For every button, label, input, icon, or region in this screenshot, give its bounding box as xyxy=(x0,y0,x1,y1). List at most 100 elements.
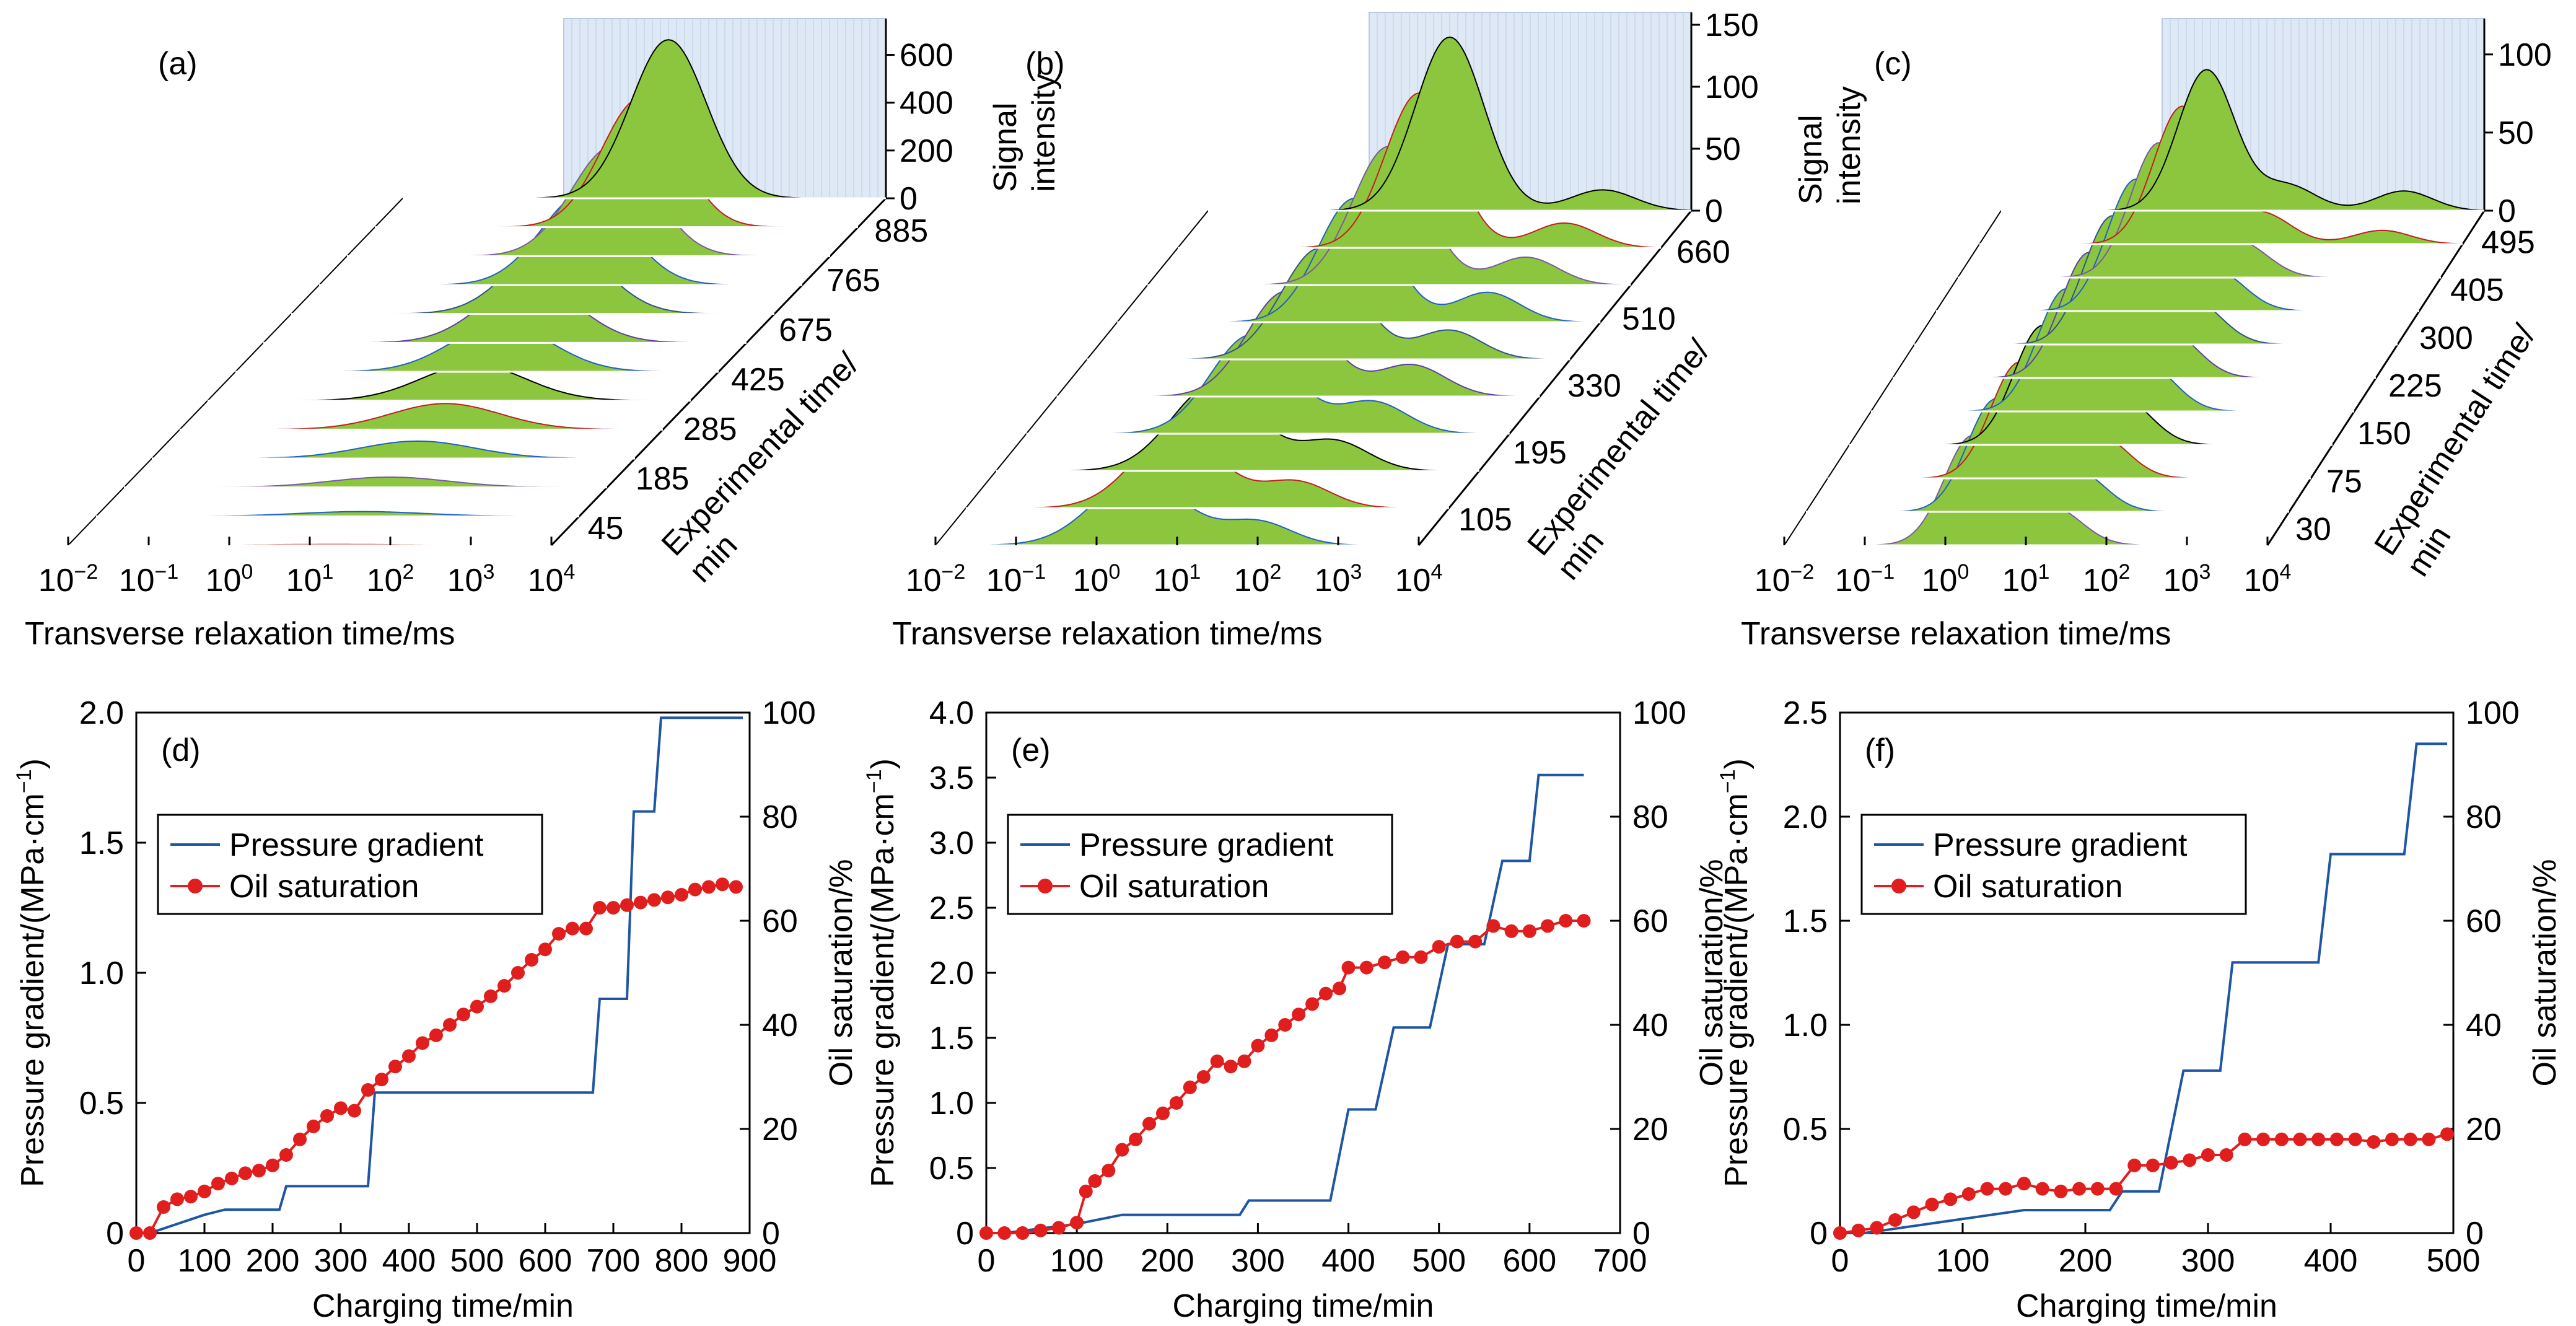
oil-saturation-point xyxy=(2127,1158,2142,1172)
oil-saturation-point xyxy=(1319,986,1333,1001)
oil-saturation-point xyxy=(402,1049,416,1063)
z-axis-label-line: Signal xyxy=(988,102,1023,192)
legend-oil-label: Oil saturation xyxy=(229,869,419,905)
x-tick-label: 800 xyxy=(655,1243,709,1279)
y-tick-label: 1.5 xyxy=(79,825,124,861)
x-tick-label: 101 xyxy=(286,560,334,599)
panel-label: (b) xyxy=(1025,46,1065,82)
y-tick-label: 1.0 xyxy=(79,955,124,991)
x-tick-label: 500 xyxy=(450,1243,504,1279)
oil-saturation-point xyxy=(688,882,702,897)
z-tick-label: 0 xyxy=(900,181,918,217)
oil-saturation-point xyxy=(1522,924,1536,938)
oil-saturation-point xyxy=(211,1177,225,1191)
oil-saturation-point xyxy=(1925,1197,1939,1211)
y-tick-label: 0 xyxy=(956,1216,974,1252)
spectrum-area xyxy=(208,364,691,401)
oil-saturation-point xyxy=(1378,955,1392,970)
y-tick-label: 185 xyxy=(636,461,690,497)
oil-saturation-point xyxy=(1504,924,1518,938)
y-tick-label: 2.5 xyxy=(929,890,974,926)
z-tick-label: 200 xyxy=(900,133,953,169)
y2-tick-label: 60 xyxy=(762,903,798,939)
oil-saturation-point xyxy=(320,1109,334,1123)
x-tick-label: 400 xyxy=(382,1243,436,1279)
y-tick-label: 885 xyxy=(874,213,928,249)
x-axis-label: Charging time/min xyxy=(2016,1288,2277,1324)
y-tick-label: 675 xyxy=(779,312,833,348)
oil-saturation-point xyxy=(2219,1148,2233,1162)
x-tick-label: 700 xyxy=(587,1243,641,1279)
pressure-gradient-line xyxy=(1840,742,2448,1234)
oil-saturation-point xyxy=(143,1226,157,1240)
y-tick-label: 330 xyxy=(1567,368,1621,404)
y-tick-label: 1.0 xyxy=(929,1086,974,1122)
oil-saturation-point xyxy=(1450,934,1464,949)
spectrum-area xyxy=(403,40,886,198)
oil-saturation-point xyxy=(361,1083,375,1097)
oil-saturation-point xyxy=(675,888,688,902)
oil-saturation-point xyxy=(538,942,552,957)
x-tick-label: 500 xyxy=(2427,1243,2481,1279)
oil-saturation-point xyxy=(2201,1148,2215,1162)
oil-saturation-point xyxy=(2256,1132,2271,1146)
oil-saturation-point xyxy=(1414,950,1428,964)
oil-saturation-point xyxy=(1115,1143,1129,1157)
x-tick-label: 103 xyxy=(447,560,495,599)
y-tick-label: 1.5 xyxy=(929,1021,974,1056)
y-tick-label: 4.0 xyxy=(929,695,974,731)
x-tick-label: 104 xyxy=(528,560,576,599)
spectrum-area xyxy=(180,403,663,430)
z-axis-label-line: intensity xyxy=(1831,86,1867,204)
y-tick-label: 3.0 xyxy=(929,825,974,861)
y2-tick-label: 0 xyxy=(1632,1216,1650,1252)
z-tick-label: 100 xyxy=(2498,37,2552,73)
x-tick-label: 200 xyxy=(246,1243,300,1279)
x-tick-label: 10−2 xyxy=(38,560,99,599)
oil-saturation-point xyxy=(1468,934,1483,949)
oil-saturation-line xyxy=(1839,1133,2448,1234)
oil-saturation-point xyxy=(184,1190,198,1204)
y-tick-label: 765 xyxy=(826,263,880,299)
spectrum-area xyxy=(1893,252,2376,378)
spectrum-area xyxy=(1914,216,2398,345)
oil-saturation-point xyxy=(1224,1060,1238,1074)
oil-saturation-point xyxy=(579,921,593,936)
y2-tick-label: 80 xyxy=(762,799,798,835)
legend-pressure-label: Pressure gradient xyxy=(1079,827,1334,863)
x-tick-label: 600 xyxy=(1502,1243,1556,1279)
oil-saturation-point xyxy=(1015,1226,1030,1240)
x-axis-label: Transverse relaxation time/ms xyxy=(892,616,1323,652)
oil-saturation-point xyxy=(1102,1164,1116,1178)
spectrum-area xyxy=(1871,289,2354,411)
oil-saturation-point xyxy=(607,901,620,915)
legend-oil-label: Oil saturation xyxy=(1933,869,2123,905)
oil-saturation-point xyxy=(307,1119,320,1133)
x-tick-label: 100 xyxy=(1922,560,1969,599)
x-tick-label: 10−2 xyxy=(906,560,966,599)
pressure-gradient-line xyxy=(136,716,743,1234)
oil-saturation-point xyxy=(1559,914,1573,928)
y-tick-label: 2.0 xyxy=(1783,799,1828,835)
y-tick-label: 45 xyxy=(588,511,624,547)
y2-tick-label: 60 xyxy=(1632,903,1668,939)
y2-tick-label: 20 xyxy=(2466,1112,2502,1148)
z-tick-label: 50 xyxy=(2498,115,2534,151)
oil-saturation-point xyxy=(2054,1184,2068,1198)
oil-saturation-point xyxy=(416,1036,429,1050)
spectrum-area xyxy=(935,476,1419,545)
oil-saturation-point xyxy=(2348,1132,2362,1146)
z-tick-label: 400 xyxy=(900,86,953,121)
plot-frame xyxy=(985,711,1621,1234)
oil-saturation-point xyxy=(1210,1054,1224,1068)
oil-saturation-point xyxy=(170,1192,184,1206)
y2-tick-label: 60 xyxy=(2466,903,2502,939)
legend-oil-marker xyxy=(1038,879,1053,894)
oil-saturation-point xyxy=(470,999,484,1014)
oil-saturation-point xyxy=(511,966,525,980)
spectrum-area xyxy=(1979,106,2463,244)
legend-box xyxy=(1860,814,2247,915)
spectrum-area xyxy=(1849,325,2333,445)
spectrum-area xyxy=(2001,69,2484,211)
x-tick-label: 700 xyxy=(1593,1243,1647,1279)
